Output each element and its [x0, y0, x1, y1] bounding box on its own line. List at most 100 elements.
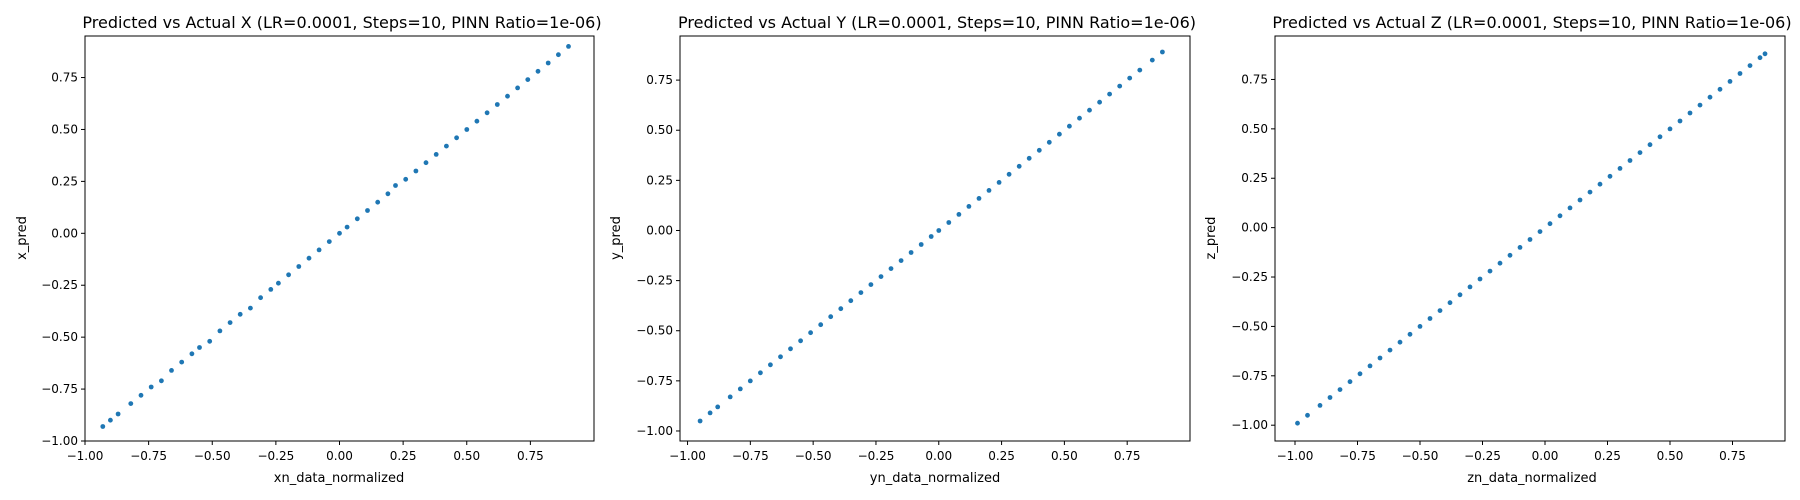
panel-x-ytick-label: 0.75 — [51, 71, 78, 85]
panel-x-point — [344, 224, 350, 230]
panel-x-point — [128, 401, 134, 406]
panel-x-point — [326, 239, 332, 245]
panel-z-ytick-label: −0.25 — [1231, 270, 1268, 284]
panel-x-point — [159, 378, 164, 384]
panel-z-point — [1417, 324, 1423, 329]
panel-y-point — [946, 220, 952, 225]
panel-y-point — [737, 386, 743, 392]
panel-x-point — [138, 392, 144, 398]
panel-y-point — [1107, 91, 1112, 97]
panel-z-ytick-label: 0.50 — [1241, 122, 1268, 136]
panel-y-point — [936, 228, 942, 233]
panel-z-point — [1737, 71, 1743, 76]
panel-z-xticks: −1.00 −0.75 −0.50 −0.25 0.00 0.25 0.50 0.75 — [1277, 441, 1746, 463]
panel-z-point — [1587, 189, 1593, 195]
panel-y-ytick-label: 0.25 — [646, 173, 673, 187]
panel-y-point — [1006, 171, 1012, 177]
panel-x-point — [306, 255, 312, 261]
panel-y-point — [1149, 57, 1155, 63]
panel-y-ytick-label: 0.00 — [646, 223, 673, 237]
panel-z-ytick-label: −0.75 — [1231, 369, 1268, 383]
panel-y-point — [908, 250, 914, 255]
panel-z-point — [1687, 110, 1693, 116]
panel-x-ytick-label: 0.00 — [51, 226, 78, 240]
panel-z-point — [1557, 213, 1563, 219]
panel-y-point — [828, 314, 834, 320]
panel-x-xtick-label: 0.50 — [453, 449, 480, 463]
panel-y-ytick-label: −0.25 — [636, 274, 673, 288]
panel-x-xtick-label: −0.50 — [194, 449, 231, 463]
panel-x-frame — [84, 35, 595, 442]
panel-x-point — [100, 424, 106, 429]
panel-y-xticks: −1.00 −0.75 −0.50 −0.25 0.00 0.25 0.50 0.75 — [669, 441, 1141, 463]
panel-x-ytick-label: 0.50 — [51, 122, 78, 136]
panel-z-point — [1305, 412, 1310, 418]
panel-x-point — [566, 44, 571, 49]
panel-y-point — [928, 234, 934, 239]
panel-y-point — [868, 282, 874, 287]
panel-y-point — [1026, 155, 1032, 161]
panel-z-point — [1517, 245, 1523, 250]
panel-x-point — [505, 93, 510, 99]
panel-x: Predicted vs Actual X (LR=0.0001, Steps=… — [15, 13, 602, 486]
panel-x-point — [556, 52, 561, 58]
panel-x-point — [464, 127, 470, 132]
panel-y-point — [1046, 139, 1052, 145]
panel-z-point — [1607, 173, 1613, 179]
panel-x-point — [258, 295, 263, 301]
panel-x-point — [535, 68, 541, 74]
panel-y-title: Predicted vs Actual Y (LR=0.0001, Steps=… — [678, 13, 1196, 32]
panel-x-xtick-label: 0.75 — [517, 449, 544, 463]
panel-z-ytick-label: 0.00 — [1241, 221, 1268, 235]
panel-y-point — [1077, 115, 1082, 121]
panel-z-point — [1697, 102, 1703, 108]
panel-y-xlabel: yn_data_normalized — [870, 471, 1000, 486]
panel-y-point — [888, 266, 894, 271]
panel-z-point — [1567, 205, 1573, 211]
panel-x-ylabel: x_pred — [15, 216, 30, 260]
panel-z-point — [1717, 86, 1723, 92]
panel-x-ytick-label: −0.25 — [41, 278, 78, 292]
panel-z-xtick-label: 0.75 — [1719, 449, 1746, 463]
panel-z-point — [1457, 292, 1463, 298]
panel-y-ytick-label: −0.50 — [636, 324, 673, 338]
panel-x-point — [433, 152, 439, 157]
panel-z-point — [1617, 166, 1623, 171]
panel-z-ytick-label: −0.50 — [1231, 319, 1268, 333]
panel-z-yticks: −1.00 −0.75 −0.50 −0.25 0.00 0.25 0.50 0.75 — [1231, 72, 1275, 432]
panel-y-point — [768, 362, 773, 368]
panel-y-point — [778, 354, 783, 360]
panel-y-point — [956, 212, 962, 217]
panel-z-point — [1447, 300, 1453, 306]
panel-y-point — [1016, 163, 1022, 169]
panel-y-ytick-label: −1.00 — [636, 424, 673, 438]
panel-z-point — [1437, 308, 1443, 313]
panel-y-point — [1036, 147, 1042, 153]
panel-x-point — [474, 118, 480, 124]
panel-x-xtick-label: −0.75 — [130, 449, 167, 463]
panel-x-point — [354, 216, 360, 222]
panel-x-point — [515, 85, 520, 91]
panel-y-point — [1160, 49, 1165, 55]
panel-y-point — [747, 378, 753, 384]
panel-z-point — [1757, 55, 1763, 61]
panel-x-title: Predicted vs Actual X (LR=0.0001, Steps=… — [82, 13, 601, 32]
panel-z-point — [1647, 142, 1653, 148]
panel-z-ylabel: z_pred — [1204, 217, 1219, 260]
panel-z-point — [1527, 237, 1533, 242]
panel-x-point — [296, 264, 302, 269]
panel-x-yticks: −1.00 −0.75 −0.50 −0.25 0.00 0.25 0.50 0.75 — [41, 71, 85, 448]
panel-y-point — [918, 242, 924, 247]
panel-x-point — [115, 411, 121, 417]
panel-y-point — [966, 204, 972, 209]
panel-x-xlabel: xn_data_normalized — [274, 471, 404, 486]
panel-x-point — [207, 338, 213, 344]
panel-x-point — [484, 110, 490, 116]
panel-x-points — [100, 44, 571, 429]
panel-x-ytick-label: 0.25 — [51, 174, 78, 188]
panel-x-ytick-label: −0.75 — [41, 382, 78, 396]
panel-z-point — [1547, 221, 1553, 227]
panel-z-point — [1597, 181, 1603, 187]
